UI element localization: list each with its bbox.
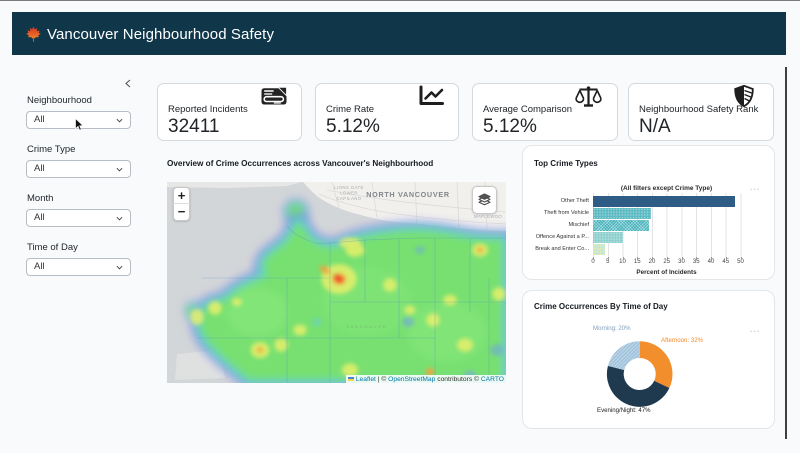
- svg-text:LIONS GATE: LIONS GATE: [334, 185, 363, 190]
- svg-text:LOWER: LOWER: [340, 191, 358, 196]
- svg-text:CAPILANO: CAPILANO: [337, 196, 362, 201]
- svg-text:VANCOUVER: VANCOUVER: [346, 324, 387, 329]
- svg-text:NORTH VANCOUVER: NORTH VANCOUVER: [366, 190, 450, 199]
- svg-text:MAPLEWOO: MAPLEWOO: [474, 214, 503, 219]
